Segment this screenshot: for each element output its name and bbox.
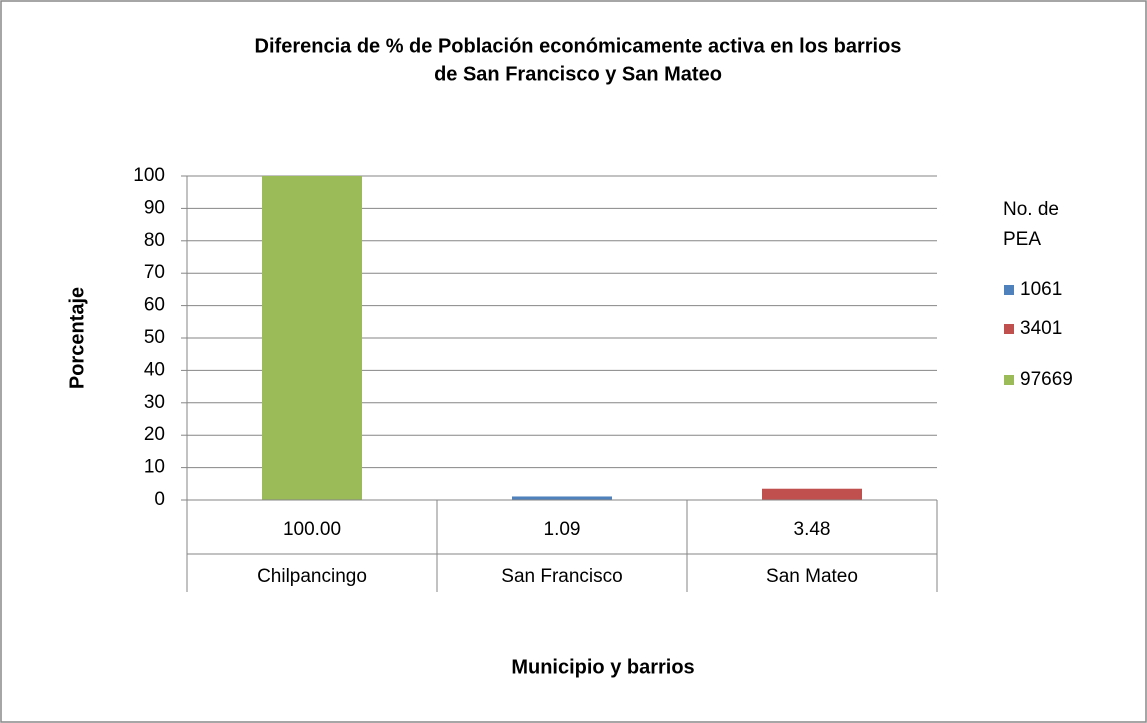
bar (262, 176, 362, 500)
y-tick-label: 20 (144, 424, 165, 445)
y-axis-title: Porcentaje (66, 287, 88, 389)
bar (762, 488, 862, 500)
legend-swatch (1004, 375, 1014, 385)
y-tick-label: 80 (144, 230, 165, 251)
legend-label: 97669 (1020, 369, 1073, 390)
x-tick-label: San Francisco (501, 566, 622, 587)
category-value-label: 3.48 (794, 519, 831, 540)
y-tick-label: 0 (154, 489, 165, 510)
legend-label: 1061 (1020, 279, 1062, 300)
y-tick-label: 70 (144, 262, 165, 283)
category-value-label: 1.09 (544, 519, 581, 540)
legend-title: No. de PEA (1003, 199, 1059, 250)
chart-title: Diferencia de % de Población económicame… (255, 35, 902, 57)
x-tick-label: San Mateo (766, 566, 858, 587)
category-value-label: 100.00 (283, 519, 341, 540)
y-tick-label: 50 (144, 327, 165, 348)
y-tick-label: 100 (133, 165, 165, 186)
bar (512, 496, 612, 500)
chart-title: de San Francisco y San Mateo (434, 63, 722, 85)
legend-swatch (1004, 285, 1014, 295)
y-tick-label: 10 (144, 457, 165, 478)
y-tick-label: 90 (144, 197, 165, 218)
legend-label: 3401 (1020, 318, 1062, 339)
x-tick-label: Chilpancingo (257, 566, 367, 587)
y-tick-label: 30 (144, 392, 165, 413)
x-axis-title: Municipio y barrios (511, 656, 694, 678)
y-tick-label: 40 (144, 359, 165, 380)
y-tick-label: 60 (144, 295, 165, 316)
legend-swatch (1004, 324, 1014, 334)
